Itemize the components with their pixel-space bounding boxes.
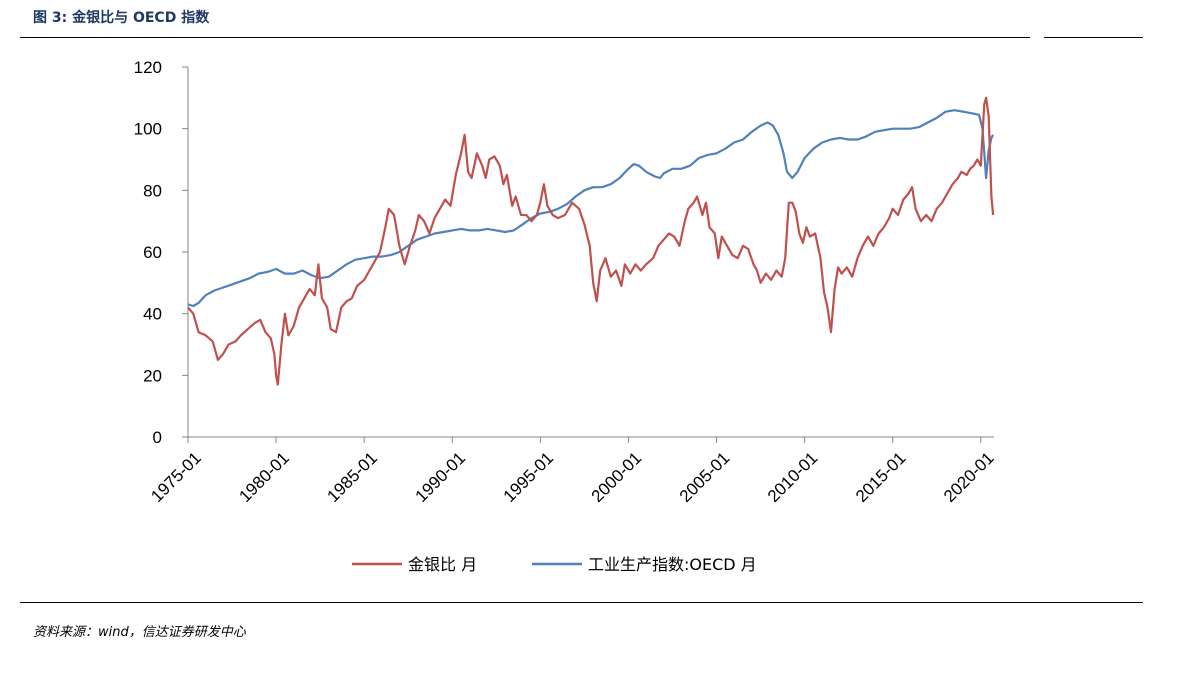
y-tick-label: 20 (143, 366, 162, 385)
y-tick-label: 120 (134, 58, 162, 77)
x-axis: 1975-01 1980-01 1985-01 1990-01 1995-01 2000-… (147, 436, 998, 506)
series-line-oecd-industrial-production (187, 109, 995, 308)
top-rule (20, 37, 1143, 38)
y-tick-label: 80 (143, 181, 162, 200)
x-tick-label: 2005-01 (676, 448, 734, 506)
y-tick-label: 60 (143, 243, 162, 262)
top-rule-gap (1030, 36, 1044, 39)
x-tick-label: 2000-01 (588, 448, 646, 506)
x-tick-label: 1985-01 (323, 448, 381, 506)
y-axis: 0 20 40 60 80 100 120 (134, 58, 189, 447)
source-note: 资料来源：wind，信达证券研发中心 (33, 625, 246, 640)
figure-title: 图 3: 金银比与 OECD 指数 (33, 10, 210, 26)
x-tick-label: 1990-01 (412, 448, 470, 506)
x-tick-label: 1995-01 (500, 448, 558, 506)
legend-label-oecd: 工业生产指数:OECD 月 (588, 555, 757, 574)
legend: 金银比 月 工业生产指数:OECD 月 (352, 555, 757, 574)
x-tick-label: 2015-01 (852, 448, 910, 506)
x-tick-label: 1980-01 (235, 448, 293, 506)
plot-lines (187, 96, 995, 386)
y-tick-label: 100 (134, 120, 162, 139)
bottom-rule (20, 602, 1143, 603)
x-tick-label: 2020-01 (940, 448, 998, 506)
series-line-gold-silver-ratio (187, 96, 995, 386)
legend-label-gold-silver: 金银比 月 (408, 555, 477, 574)
chart-area: 0 20 40 60 80 100 120 1975-01 1980-01 1985-01 199… (134, 58, 998, 574)
x-tick-label: 1975-01 (147, 448, 205, 506)
y-tick-label: 0 (153, 428, 162, 447)
y-tick-label: 40 (143, 305, 162, 324)
x-tick-label: 2010-01 (764, 448, 822, 506)
